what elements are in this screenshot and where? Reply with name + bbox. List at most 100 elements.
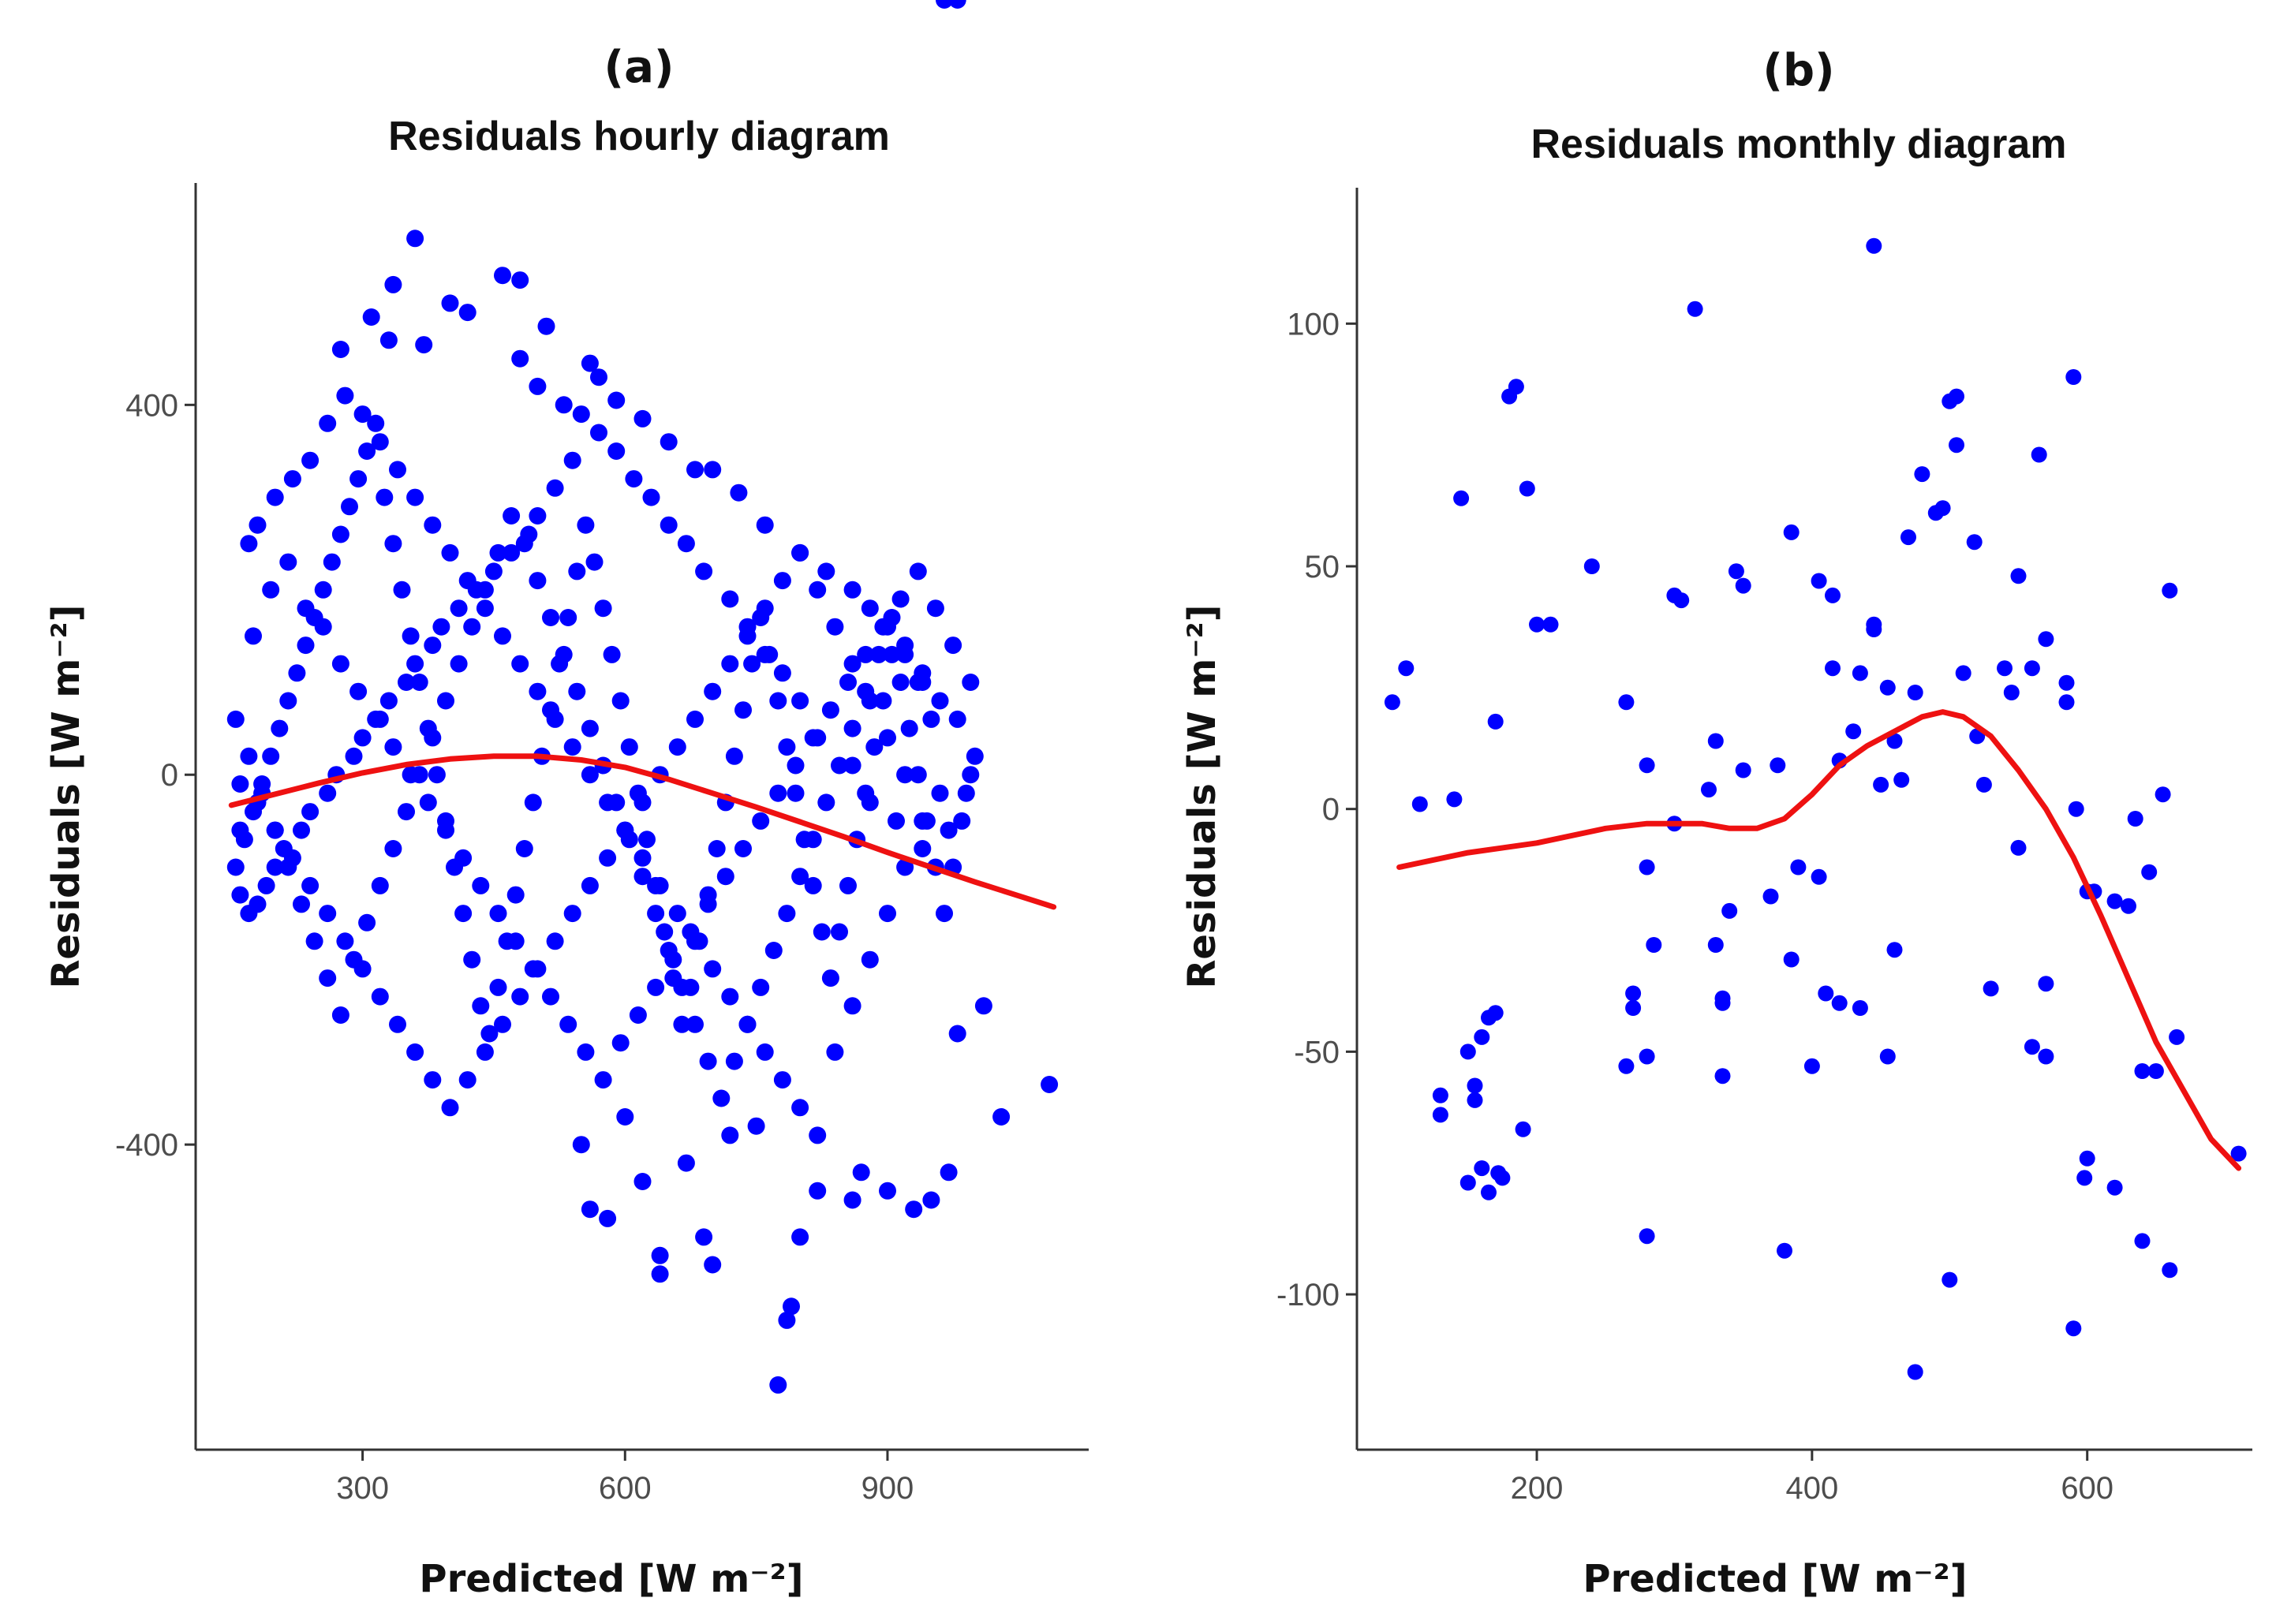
panel-b-point: [2134, 1063, 2151, 1079]
panel-a-point: [424, 1071, 442, 1089]
panel-a-point: [345, 747, 363, 765]
panel-a-point: [647, 905, 665, 923]
panel-a-point: [568, 682, 586, 700]
panel-b-point: [1515, 1121, 1531, 1137]
panel-a-point: [546, 479, 564, 497]
panel-a-point: [948, 710, 966, 728]
panel-a-point: [931, 692, 949, 710]
panel-a-point: [905, 1200, 923, 1219]
panel-b-point: [2106, 893, 2123, 909]
panel-a-point: [673, 978, 691, 996]
panel-b-y-tick-label: 100: [1287, 307, 1340, 342]
panel-hourly: (a) Residuals hourly diagram 300 600 900 -…: [44, 0, 1089, 1601]
panel-a-point: [398, 803, 415, 821]
panel-a-point: [817, 793, 835, 812]
panel-a-point: [966, 747, 984, 765]
panel-a-point: [843, 756, 861, 775]
panel-a-point: [484, 562, 503, 581]
panel-a-point: [581, 876, 599, 894]
panel-a-point: [476, 581, 494, 599]
panel-b-point: [1687, 301, 1703, 317]
panel-b-point: [1508, 379, 1524, 395]
panel-a-point: [406, 230, 424, 248]
panel-a-point: [730, 483, 748, 502]
panel-a-point: [974, 997, 992, 1015]
panel-a-point: [563, 738, 581, 756]
panel-a-point: [393, 581, 411, 599]
panel-a-point: [406, 655, 424, 673]
panel-a-point: [581, 354, 599, 372]
panel-a-point: [734, 701, 752, 719]
panel-a-point: [752, 812, 770, 830]
panel-a-point: [826, 618, 844, 636]
panel-a-point: [879, 905, 896, 923]
panel-a-point: [953, 812, 971, 830]
panel-b-point: [2162, 1262, 2178, 1279]
panel-a-point: [581, 1200, 599, 1219]
panel-a-point: [581, 719, 599, 737]
panel-a-point: [756, 1043, 774, 1061]
panel-a-point: [909, 674, 927, 691]
panel-b-point: [1398, 660, 1415, 677]
panel-a-point: [962, 766, 980, 784]
panel-b-point: [1825, 587, 1841, 603]
panel-a-point: [503, 507, 521, 525]
panel-b-point: [2147, 1063, 2164, 1079]
panel-b-point: [1852, 665, 1868, 681]
panel-b-point: [1735, 762, 1751, 778]
panel-a-point: [226, 858, 245, 876]
panel-a-point: [371, 876, 389, 894]
panel-a-point: [424, 637, 442, 655]
panel-a-point: [314, 618, 332, 636]
panel-b-point: [1825, 660, 1841, 677]
panel-a-point: [673, 1015, 691, 1033]
panel-a-point: [353, 729, 372, 747]
panel-a-point: [809, 581, 827, 599]
panel-b-point: [1459, 1174, 1476, 1191]
panel-a-point: [926, 599, 944, 618]
panel-a-point: [747, 1117, 765, 1135]
panel-a-point: [323, 553, 341, 571]
panel-a-point: [891, 590, 910, 608]
panel-b-point: [2024, 1039, 2040, 1055]
panel-a-point: [271, 719, 289, 737]
panel-b-point: [1783, 951, 1800, 968]
panel-a-point: [371, 433, 389, 451]
panel-a-point: [931, 784, 949, 802]
panel-a-point: [331, 1006, 349, 1024]
panel-a-point: [349, 682, 368, 700]
panel-b-x-tick-label: 200: [1511, 1471, 1564, 1506]
panel-a-point: [821, 701, 839, 719]
panel-a-point: [764, 942, 783, 959]
panel-a-point: [677, 1154, 695, 1172]
panel-b-point: [1453, 490, 1470, 506]
panel-a-point: [240, 747, 258, 765]
panel-a-point: [716, 868, 734, 886]
panel-a-point: [568, 562, 586, 581]
panel-a-y-ticks: -400 0 400: [115, 388, 196, 1163]
panel-b-point: [1818, 985, 1834, 1002]
panel-a-point: [957, 784, 975, 802]
panel-a-point: [721, 590, 739, 608]
panel-a-point: [590, 368, 607, 386]
panel-a-point: [555, 396, 573, 414]
panel-a-y-tick-label: 0: [161, 758, 178, 793]
panel-a-point: [266, 821, 284, 839]
panel-a-point: [319, 784, 337, 802]
panel-b-point: [1618, 694, 1635, 711]
panel-a-point: [489, 978, 507, 996]
panel-a-point: [563, 905, 581, 923]
panel-a-point: [708, 840, 726, 857]
panel-b-point: [2230, 1145, 2247, 1162]
panel-a-point: [419, 793, 437, 812]
panel-a-point: [371, 987, 389, 1006]
panel-a-point: [305, 932, 323, 950]
panel-a-point: [367, 710, 385, 728]
panel-b-point: [1811, 573, 1827, 589]
panel-a-point: [633, 1173, 652, 1190]
panel-b-point: [1542, 616, 1559, 633]
panel-a-point: [542, 987, 559, 1006]
panel-a-point: [472, 997, 490, 1015]
panel-a-point: [888, 812, 905, 830]
